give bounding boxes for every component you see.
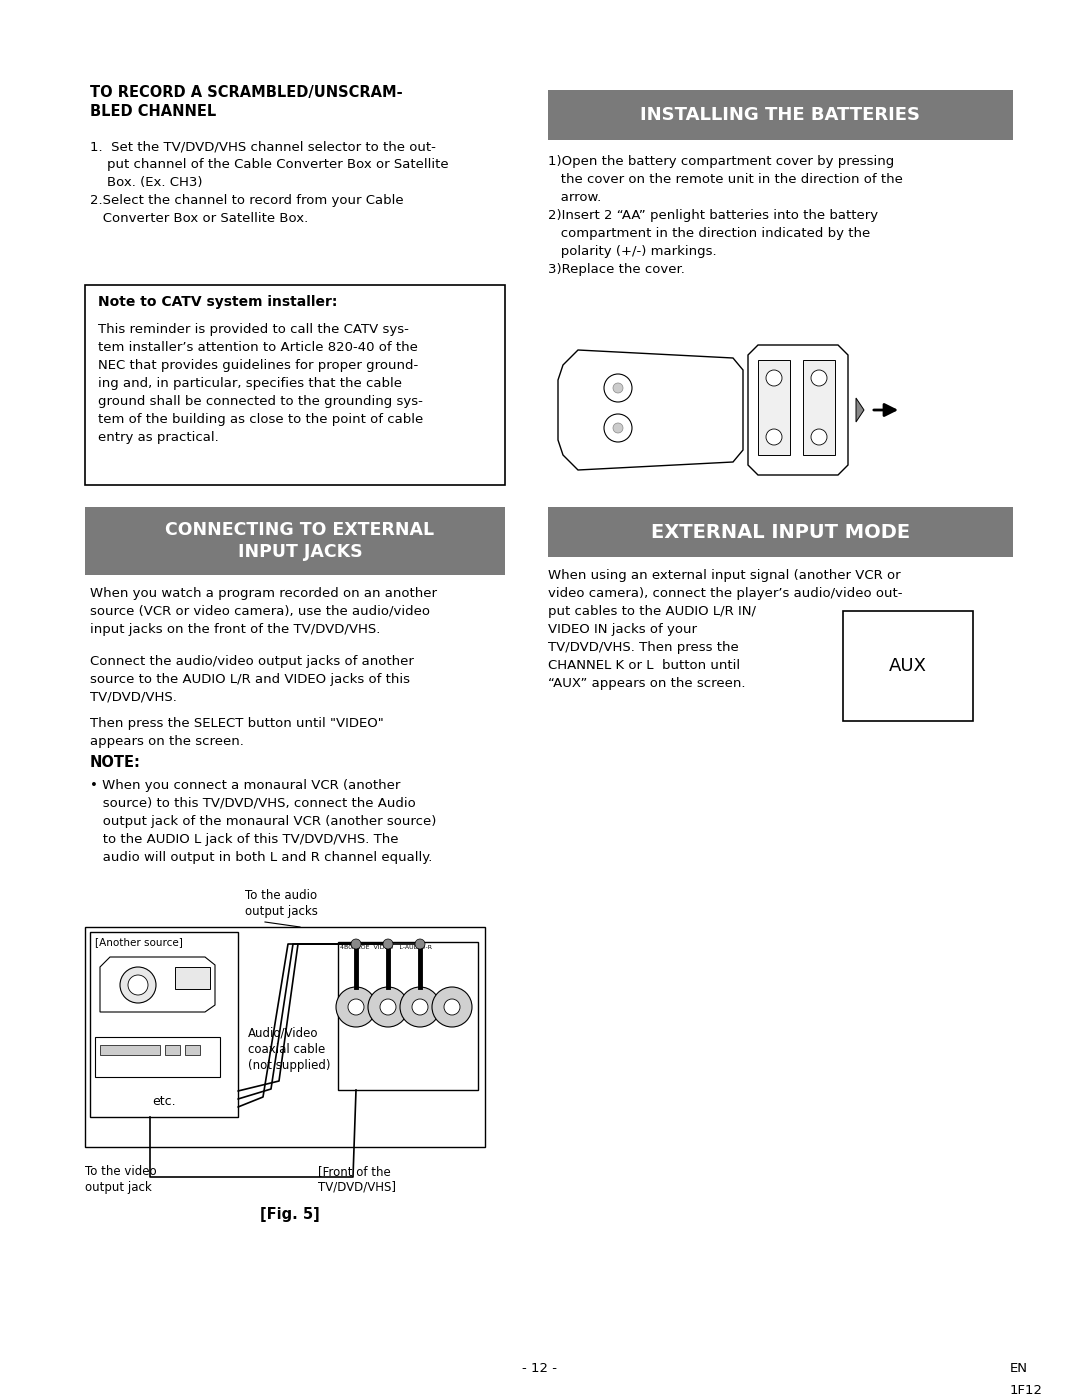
Circle shape	[368, 988, 408, 1027]
Text: - 12 -: - 12 -	[523, 1362, 557, 1375]
Text: [Another source]: [Another source]	[95, 937, 183, 947]
Bar	[185, 1045, 200, 1055]
Bar	[85, 507, 505, 576]
Bar	[338, 942, 478, 1090]
Text: AUX: AUX	[889, 657, 927, 675]
Circle shape	[415, 939, 426, 949]
Bar	[548, 507, 1013, 557]
Text: NOTE:: NOTE:	[90, 754, 140, 770]
Text: Note to CATV system installer:: Note to CATV system installer:	[98, 295, 337, 309]
Text: 1.  Set the TV/DVD/VHS channel selector to the out-
    put channel of the Cable: 1. Set the TV/DVD/VHS channel selector t…	[90, 140, 448, 225]
Text: Connect the audio/video output jacks of another
source to the AUDIO L/R and VIDE: Connect the audio/video output jacks of …	[90, 655, 414, 704]
Circle shape	[380, 999, 396, 1016]
Polygon shape	[748, 345, 848, 475]
Text: 1)Open the battery compartment cover by pressing
   the cover on the remote unit: 1)Open the battery compartment cover by …	[548, 155, 903, 277]
Circle shape	[613, 423, 623, 433]
Text: To the video
output jack: To the video output jack	[85, 1165, 157, 1194]
Text: Audio/Video
coaxial cable
(not supplied): Audio/Video coaxial cable (not supplied)	[248, 1027, 330, 1071]
Circle shape	[811, 429, 827, 446]
Circle shape	[766, 429, 782, 446]
Text: When you watch a program recorded on an another
source (VCR or video camera), us: When you watch a program recorded on an …	[90, 587, 437, 636]
Text: etc.: etc.	[152, 1095, 176, 1108]
Text: INSTALLING THE BATTERIES: INSTALLING THE BATTERIES	[640, 106, 920, 124]
Bar	[90, 932, 238, 1118]
Circle shape	[811, 370, 827, 386]
Text: • When you connect a monaural VCR (another
   source) to this TV/DVD/VHS, connec: • When you connect a monaural VCR (anoth…	[90, 780, 436, 863]
Bar	[165, 1045, 180, 1055]
Text: Then press the SELECT button until "VIDEO"
appears on the screen.: Then press the SELECT button until "VIDE…	[90, 717, 383, 747]
Circle shape	[604, 374, 632, 402]
Text: EXTERNAL INPUT MODE: EXTERNAL INPUT MODE	[651, 522, 910, 542]
Text: To the audio
output jacks: To the audio output jacks	[245, 888, 318, 918]
Circle shape	[432, 988, 472, 1027]
Bar	[100, 1045, 160, 1055]
Text: When using an external input signal (another VCR or
video camera), connect the p: When using an external input signal (ano…	[548, 569, 903, 690]
Polygon shape	[856, 398, 864, 422]
Circle shape	[444, 999, 460, 1016]
Text: +: +	[814, 363, 824, 373]
Text: TO RECORD A SCRAMBLED/UNSCRAM-
BLED CHANNEL: TO RECORD A SCRAMBLED/UNSCRAM- BLED CHAN…	[90, 85, 403, 119]
Text: 4B0AROE  VIDEO   L-AUDIO-R: 4B0AROE VIDEO L-AUDIO-R	[340, 944, 432, 950]
Circle shape	[351, 939, 361, 949]
Circle shape	[400, 988, 440, 1027]
Text: −: −	[814, 441, 824, 453]
Circle shape	[766, 370, 782, 386]
Circle shape	[411, 999, 428, 1016]
Circle shape	[129, 975, 148, 995]
Bar	[843, 610, 973, 721]
Circle shape	[348, 999, 364, 1016]
Circle shape	[604, 414, 632, 441]
Circle shape	[613, 383, 623, 393]
Bar	[804, 360, 835, 455]
Circle shape	[336, 988, 376, 1027]
Circle shape	[383, 939, 393, 949]
Text: This reminder is provided to call the CATV sys-
tem installer’s attention to Art: This reminder is provided to call the CA…	[98, 323, 423, 444]
Bar	[758, 360, 789, 455]
Text: +: +	[769, 363, 779, 373]
Bar	[85, 928, 485, 1147]
Bar	[175, 967, 210, 989]
Text: [Fig. 5]: [Fig. 5]	[260, 1207, 320, 1222]
Polygon shape	[100, 957, 215, 1011]
Text: EN: EN	[1010, 1362, 1028, 1375]
Text: [Front of the
TV/DVD/VHS]: [Front of the TV/DVD/VHS]	[318, 1165, 396, 1194]
Bar	[548, 89, 1013, 140]
Text: −: −	[769, 441, 779, 453]
Text: CONNECTING TO EXTERNAL
INPUT JACKS: CONNECTING TO EXTERNAL INPUT JACKS	[165, 521, 434, 560]
Bar	[85, 285, 505, 485]
Bar	[95, 1037, 220, 1077]
Circle shape	[120, 967, 156, 1003]
Polygon shape	[558, 351, 743, 469]
Text: 1F12: 1F12	[1010, 1384, 1043, 1397]
